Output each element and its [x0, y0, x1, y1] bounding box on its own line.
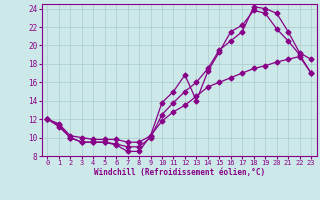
- X-axis label: Windchill (Refroidissement éolien,°C): Windchill (Refroidissement éolien,°C): [94, 168, 265, 177]
